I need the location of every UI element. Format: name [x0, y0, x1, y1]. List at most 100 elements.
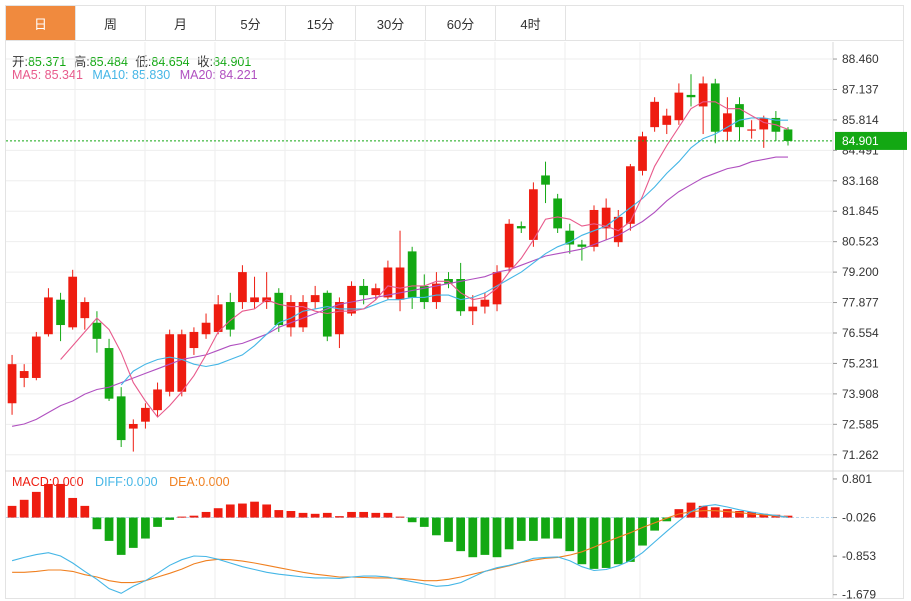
candle-body: [759, 117, 769, 130]
candle-body: [213, 304, 223, 332]
close-label: 收:: [197, 55, 214, 69]
macd-bar: [262, 504, 272, 518]
ma20-label: MA20:: [179, 68, 216, 82]
macd-bar: [68, 497, 78, 518]
macd-bar: [177, 516, 187, 518]
macd-bar: [286, 511, 296, 518]
candle-body: [335, 302, 344, 335]
high-label: 高:: [73, 55, 90, 69]
y-tick-label: 83.168: [842, 174, 879, 188]
macd-y-tick-label: -0.026: [842, 511, 876, 525]
macd-bar: [92, 517, 102, 530]
macd-bar: [104, 517, 114, 541]
tab-period-5[interactable]: 30分: [356, 6, 426, 40]
ma-readout: MA5: 85.341 MA10: 85.830 MA20: 84.221: [12, 68, 258, 82]
macd-bar: [44, 483, 53, 518]
tab-period-4[interactable]: 15分: [286, 6, 356, 40]
candle-body: [577, 244, 587, 247]
candle-body: [165, 334, 175, 392]
candle-body: [201, 322, 211, 335]
macd-bar: [723, 509, 732, 518]
candle-body: [359, 285, 369, 296]
macd-bar: [638, 517, 647, 546]
y-tick-label: 81.845: [842, 204, 879, 218]
low-label: 低:: [135, 55, 152, 69]
candle-body: [432, 283, 441, 303]
macd-bar: [565, 517, 575, 552]
macd-y-tick-label: -0.853: [842, 549, 876, 563]
macd-bar: [444, 517, 453, 542]
macd-bar: [710, 507, 720, 518]
macd-bar: [662, 517, 672, 522]
candle-body: [395, 267, 405, 300]
macd-bar: [250, 501, 259, 518]
candle-body: [504, 223, 514, 268]
candle-body: [92, 322, 102, 339]
macd-bar: [116, 517, 126, 555]
ma20-value: 84.221: [219, 68, 258, 82]
candle-body: [698, 83, 708, 107]
candle-body: [322, 292, 332, 337]
current-price-label: 84.901: [842, 134, 879, 148]
macd-bar: [56, 483, 65, 518]
macd-bar: [529, 517, 538, 541]
macd-bar: [601, 517, 611, 568]
tab-period-2[interactable]: 月: [146, 6, 216, 40]
candle-body: [626, 166, 635, 224]
macd-bar: [395, 516, 405, 518]
macd-bar: [310, 513, 320, 518]
macd-bar: [686, 502, 696, 518]
y-tick-label: 73.908: [842, 387, 879, 401]
diff-value: 0.000: [126, 475, 158, 489]
candle-body: [310, 295, 320, 303]
macd-bar: [225, 504, 235, 518]
tab-period-7[interactable]: 4时: [496, 6, 566, 40]
candle-body: [541, 175, 550, 185]
low-value: 84.654: [151, 55, 190, 69]
macd-bar: [31, 491, 41, 518]
macd-bar: [7, 505, 17, 518]
candle-body: [565, 230, 575, 245]
macd-bar: [613, 517, 623, 565]
y-tick-label: 80.523: [842, 235, 879, 249]
candle-body: [480, 299, 490, 307]
candle-body: [7, 364, 17, 404]
open-label: 开:: [12, 55, 28, 69]
macd-bar: [698, 505, 708, 518]
candle-body: [104, 348, 114, 399]
y-tick-label: 79.200: [842, 265, 879, 279]
ma20-line: [11, 156, 788, 427]
macd-label: MACD:: [12, 475, 53, 489]
macd-bar: [383, 512, 393, 518]
candle-body: [735, 104, 744, 128]
diff-line: [11, 504, 789, 594]
period-tab-bar: 日周月 5分 15分 30分 60分 4时: [5, 5, 904, 41]
candle-body: [613, 216, 623, 243]
y-tick-label: 75.231: [842, 356, 879, 370]
dea-label: DEA:: [169, 475, 199, 489]
macd-bar: [128, 517, 138, 548]
candle-body: [141, 407, 150, 422]
tab-period-3[interactable]: 5分: [216, 6, 286, 40]
candle-body: [638, 136, 647, 171]
ma10-line: [120, 117, 788, 386]
candle-body: [674, 92, 684, 121]
macd-bar: [213, 508, 223, 518]
candle-body: [238, 272, 247, 303]
macd-bar: [407, 517, 417, 523]
macd-bar: [747, 511, 756, 518]
macd-bar: [80, 505, 90, 518]
macd-bar: [553, 517, 563, 539]
candle-body: [225, 302, 235, 330]
candle-body: [529, 189, 538, 240]
tab-period-6[interactable]: 60分: [426, 6, 496, 40]
candle-body: [468, 306, 478, 312]
tab-period-1[interactable]: 周: [76, 6, 146, 40]
candle-body: [783, 129, 793, 141]
y-tick-label: 88.460: [842, 52, 879, 66]
candle-body: [407, 251, 417, 298]
tab-period-0[interactable]: 日: [6, 6, 76, 40]
candle-body: [686, 94, 696, 98]
open-value: 85.371: [27, 55, 67, 69]
